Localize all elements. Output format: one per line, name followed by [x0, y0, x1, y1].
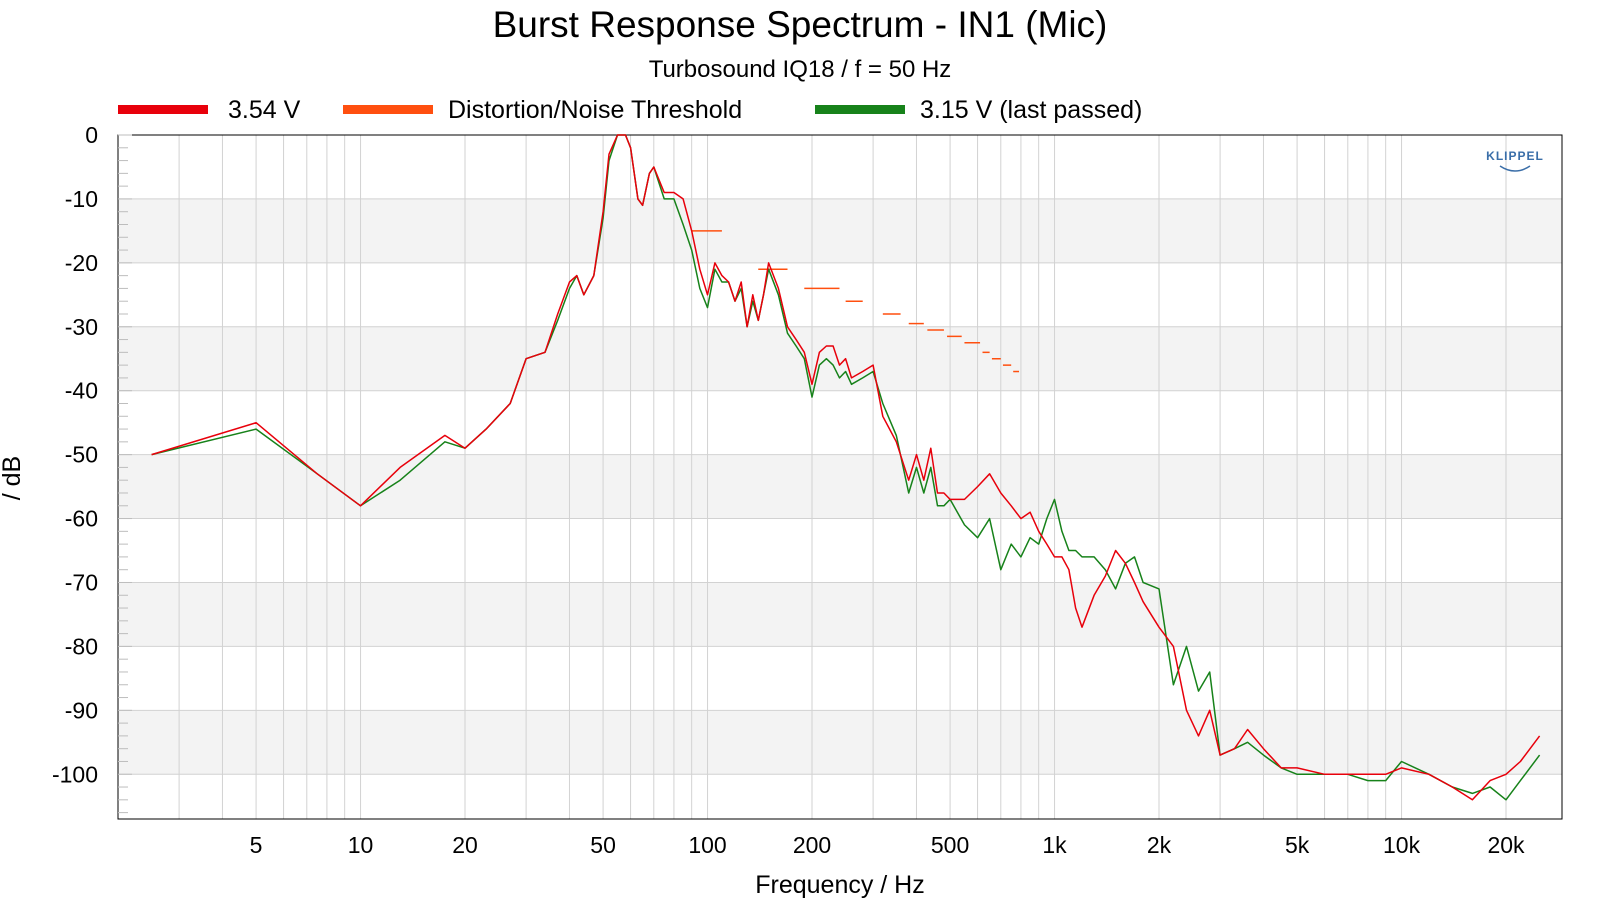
x-tick-label: 5k — [1285, 832, 1310, 858]
legend-swatch — [815, 105, 905, 114]
series-line — [151, 134, 1541, 801]
chart-title: Burst Response Spectrum - IN1 (Mic) — [493, 4, 1108, 45]
y-tick-label: 0 — [85, 122, 98, 148]
x-tick-label: 500 — [931, 832, 969, 858]
y-tick-label: -10 — [65, 186, 98, 212]
x-tick-labels: 5 10 20 50 100 200 500 1k 2k 5k 10k 20k — [250, 832, 1525, 858]
grid-band — [118, 582, 1562, 647]
x-tick-label: 10 — [348, 832, 374, 858]
plot-frame — [117, 134, 1563, 820]
threshold-series — [691, 230, 1020, 373]
y-tick-label: -30 — [65, 314, 98, 340]
logo-arc — [1499, 165, 1531, 172]
x-tick-label: 100 — [688, 832, 726, 858]
legend: 3.54 V Distortion/Noise Threshold 3.15 V (… — [118, 96, 1142, 124]
y-tick-label: -100 — [52, 761, 98, 787]
y-tick-label: -80 — [65, 633, 98, 659]
y-tick-label: -60 — [65, 506, 98, 532]
y-tick-label: -90 — [65, 697, 98, 723]
y-tick-label: -40 — [65, 378, 98, 404]
chart-subtitle: Turbosound IQ18 / f = 50 Hz — [649, 56, 952, 83]
grid-lines — [117, 134, 1562, 819]
plot-bands — [118, 198, 1562, 775]
grid-band — [118, 710, 1562, 775]
legend-swatch — [343, 105, 433, 114]
x-tick-label: 20 — [452, 832, 478, 858]
x-tick-label: 2k — [1147, 832, 1172, 858]
x-tick-label: 1k — [1042, 832, 1067, 858]
klippel-logo: KLIPPEL — [1486, 149, 1544, 172]
y-tick-label: -70 — [65, 569, 98, 595]
legend-label: 3.54 V — [228, 96, 301, 124]
legend-label: 3.15 V (last passed) — [920, 96, 1142, 124]
x-tick-label: 5 — [250, 832, 263, 858]
series-lines — [151, 134, 1541, 801]
x-tick-label: 10k — [1383, 832, 1421, 858]
grid-band — [118, 454, 1562, 519]
x-tick-label: 50 — [590, 832, 616, 858]
y-minor-ticks — [118, 134, 132, 814]
grid-band — [118, 326, 1562, 391]
y-tick-label: -20 — [65, 250, 98, 276]
y-tick-label: -50 — [65, 442, 98, 468]
x-tick-label: 20k — [1487, 832, 1525, 858]
legend-swatch — [118, 105, 208, 114]
y-tick-labels: 0 -10 -20 -30 -40 -50 -60 -70 -80 -90 -100 — [52, 122, 98, 787]
x-axis-label: Frequency / Hz — [755, 871, 925, 899]
legend-label: Distortion/Noise Threshold — [448, 96, 742, 124]
x-tick-label: 200 — [793, 832, 831, 858]
grid-band — [118, 198, 1562, 263]
y-axis-label: / dB — [0, 456, 26, 500]
series-line — [151, 134, 1541, 801]
logo-text: KLIPPEL — [1486, 149, 1544, 163]
